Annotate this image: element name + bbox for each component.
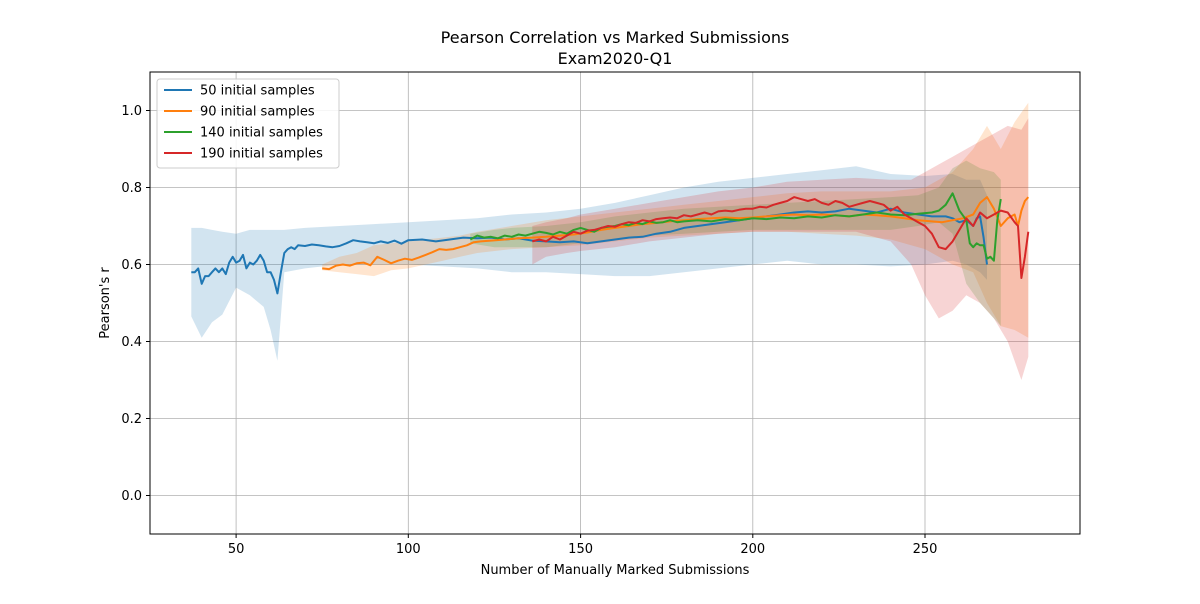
- grid-lines: [150, 72, 1080, 534]
- x-tick-label: 50: [228, 542, 245, 557]
- series-line-4: [532, 196, 1030, 279]
- legend-label-1: 50 initial samples: [200, 84, 315, 99]
- x-axis-ticks: 50 100 150 200 250: [228, 534, 938, 557]
- legend-label-4: 190 initial samples: [200, 147, 323, 162]
- y-tick-label: 1.0: [121, 104, 142, 119]
- series-line-3: [469, 192, 1002, 262]
- x-tick-label: 250: [913, 542, 938, 557]
- chart-title: Pearson Correlation vs Marked Submission…: [441, 28, 790, 47]
- legend-box: [156, 78, 340, 169]
- y-tick-label: 0.6: [121, 258, 142, 273]
- x-tick-label: 150: [568, 542, 593, 557]
- series-lines: [191, 192, 1030, 295]
- chart-subtitle: Exam2020-Q1: [558, 49, 673, 68]
- y-tick-label: 0.0: [121, 489, 142, 504]
- legend: 50 initial samples 90 initial samples 140 …: [156, 78, 340, 169]
- y-axis-ticks: 0.0 0.2 0.4 0.6 0.8 1.0: [121, 104, 150, 504]
- legend-label-3: 140 initial samples: [200, 126, 323, 141]
- x-axis-label: Number of Manually Marked Submissions: [481, 563, 750, 578]
- x-tick-label: 200: [740, 542, 765, 557]
- y-tick-label: 0.8: [121, 181, 142, 196]
- plot-frame: [149, 71, 1081, 535]
- series-line-1: [191, 207, 988, 295]
- series-band-4: [532, 118, 1029, 380]
- y-axis-label: Pearson's r: [98, 267, 113, 339]
- y-tick-label: 0.4: [121, 335, 142, 350]
- x-tick-label: 100: [396, 542, 421, 557]
- legend-label-2: 90 initial samples: [200, 105, 315, 120]
- y-tick-label: 0.2: [121, 412, 142, 427]
